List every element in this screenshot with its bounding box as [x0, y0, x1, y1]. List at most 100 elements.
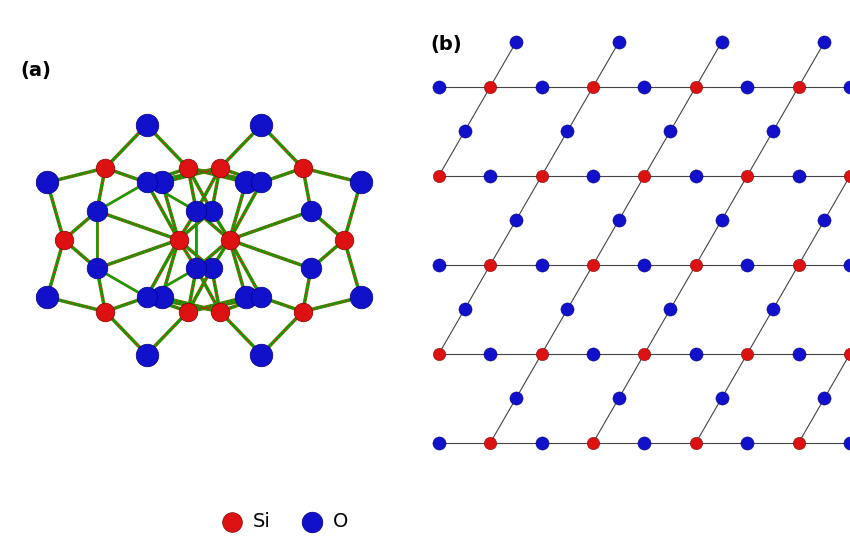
Point — [689, 260, 703, 269]
Point — [213, 164, 227, 172]
Point — [560, 127, 574, 136]
Point — [172, 236, 185, 244]
Point — [843, 350, 850, 358]
Point — [484, 260, 497, 269]
Point — [535, 260, 548, 269]
Point — [509, 38, 523, 47]
Point — [766, 305, 779, 314]
Point — [190, 264, 203, 273]
Point — [715, 38, 728, 47]
Point — [535, 439, 548, 447]
Point — [766, 127, 779, 136]
Point — [304, 264, 318, 273]
Point — [792, 439, 806, 447]
Point — [509, 394, 523, 403]
Point — [181, 164, 195, 172]
Point — [535, 82, 548, 91]
Point — [205, 264, 218, 273]
Point — [432, 260, 445, 269]
Point — [612, 38, 626, 47]
Point — [304, 207, 318, 216]
Point — [638, 260, 651, 269]
Point — [689, 82, 703, 91]
Text: (b): (b) — [430, 35, 462, 54]
Text: Si: Si — [252, 512, 270, 531]
Point — [432, 350, 445, 358]
Point — [612, 394, 626, 403]
Point — [432, 82, 445, 91]
Point — [560, 305, 574, 314]
Point — [792, 82, 806, 91]
Point — [458, 127, 472, 136]
Point — [156, 178, 169, 187]
Point — [296, 307, 309, 316]
Point — [818, 38, 831, 47]
Point — [740, 350, 754, 358]
Point — [41, 293, 54, 301]
Point — [255, 350, 269, 359]
Point — [818, 394, 831, 403]
Text: O: O — [332, 512, 348, 531]
Point — [139, 121, 153, 130]
Point — [223, 236, 236, 244]
Point — [190, 207, 203, 216]
Point — [843, 171, 850, 180]
Point — [239, 178, 252, 187]
Text: (a): (a) — [20, 61, 51, 80]
Point — [586, 439, 600, 447]
Point — [255, 178, 269, 187]
Point — [484, 82, 497, 91]
Point — [99, 164, 112, 172]
Point — [255, 293, 269, 301]
Point — [638, 171, 651, 180]
Point — [156, 293, 169, 301]
Point — [715, 394, 728, 403]
Point — [586, 260, 600, 269]
Point — [843, 82, 850, 91]
Point — [715, 216, 728, 225]
Point — [90, 207, 104, 216]
Point — [663, 305, 677, 314]
Point — [354, 293, 367, 301]
Point — [689, 350, 703, 358]
Point — [354, 178, 367, 187]
Point — [41, 178, 54, 187]
Point — [57, 236, 71, 244]
Point — [535, 171, 548, 180]
Point — [181, 307, 195, 316]
Point — [139, 350, 153, 359]
Point — [432, 439, 445, 447]
Point — [843, 260, 850, 269]
Point — [535, 350, 548, 358]
Point — [458, 305, 472, 314]
Point — [843, 439, 850, 447]
Point — [239, 293, 252, 301]
Point — [255, 121, 269, 130]
Point — [139, 293, 153, 301]
Point — [638, 350, 651, 358]
Point — [818, 216, 831, 225]
Point — [509, 216, 523, 225]
Point — [740, 260, 754, 269]
Point — [740, 171, 754, 180]
Point — [740, 82, 754, 91]
Point — [213, 307, 227, 316]
Point — [586, 350, 600, 358]
Point — [663, 127, 677, 136]
Point — [296, 164, 309, 172]
Point — [792, 260, 806, 269]
Point — [740, 439, 754, 447]
Point — [484, 171, 497, 180]
Point — [792, 350, 806, 358]
Point — [484, 439, 497, 447]
Point — [586, 82, 600, 91]
Point — [792, 171, 806, 180]
Point — [638, 82, 651, 91]
Point — [90, 264, 104, 273]
Point — [99, 307, 112, 316]
Point — [432, 171, 445, 180]
Point — [205, 207, 218, 216]
Point — [638, 439, 651, 447]
Point — [689, 171, 703, 180]
Point — [139, 178, 153, 187]
